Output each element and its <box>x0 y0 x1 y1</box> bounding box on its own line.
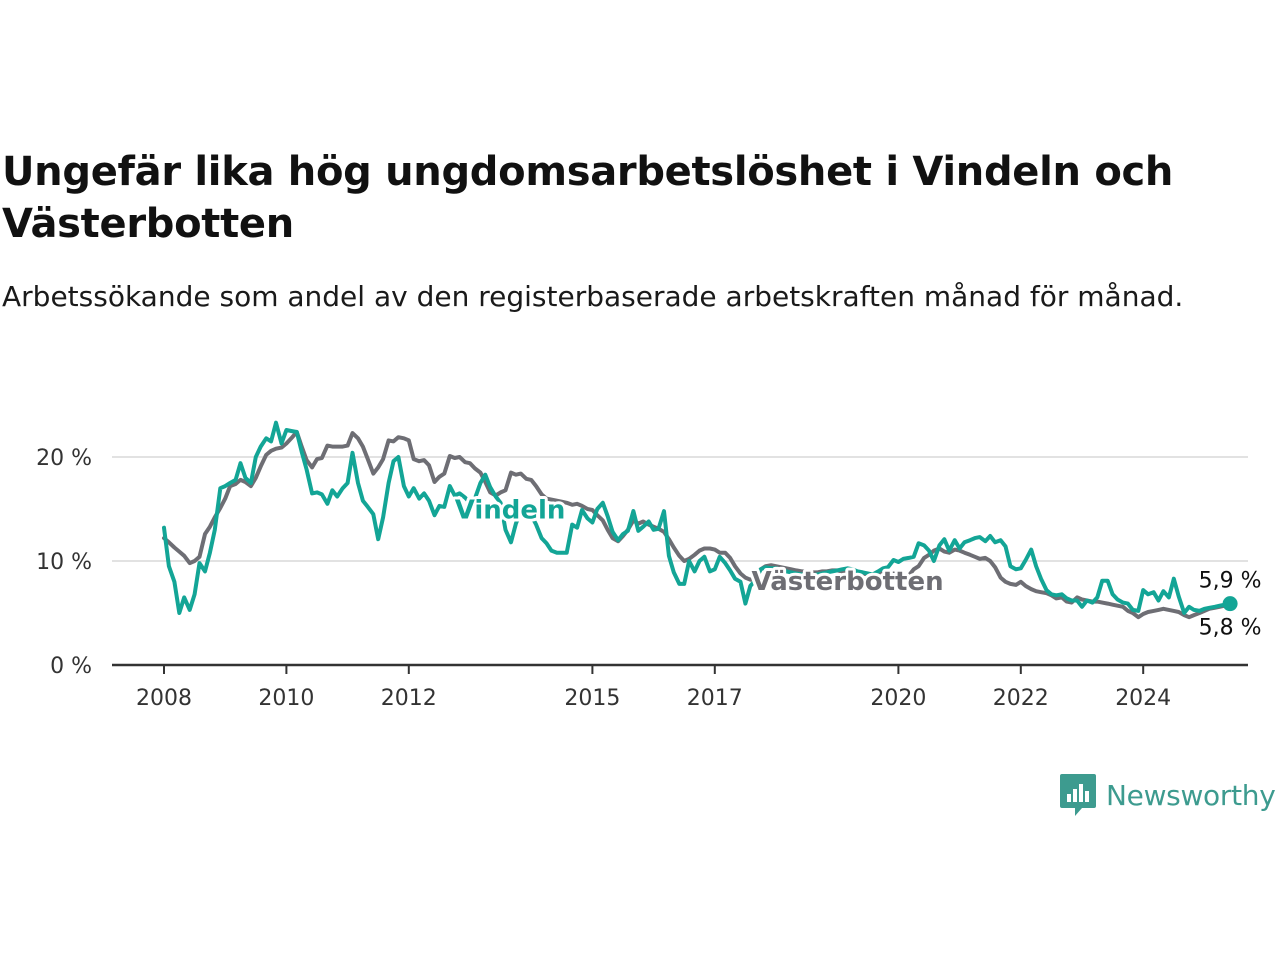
y-tick-label: 0 % <box>50 654 92 679</box>
series-label-vindeln: Vindeln <box>455 495 566 525</box>
grid-lines <box>112 456 1248 562</box>
x-tick-label: 2024 <box>1115 686 1171 711</box>
x-tick-label: 2010 <box>258 686 314 711</box>
y-tick-label: 20 % <box>36 446 92 471</box>
x-tick-label: 2012 <box>381 686 437 711</box>
newsworthy-logo: Newsworthy <box>1058 772 1276 818</box>
chart-title: Ungefär lika hög ungdomsarbetslöshet i V… <box>2 149 1174 247</box>
series-label-vasterbotten: Västerbotten <box>752 567 944 597</box>
y-tick-label: 10 % <box>36 550 92 575</box>
vindeln-end-marker <box>1222 596 1238 612</box>
newsworthy-logo-icon <box>1060 774 1096 816</box>
series-line-vasterbotten <box>162 430 1233 620</box>
series-lines <box>162 420 1238 620</box>
x-tick-label: 2015 <box>564 686 620 711</box>
x-tick-label: 2022 <box>993 686 1049 711</box>
x-tick-label: 2008 <box>136 686 192 711</box>
end-label-vindeln: 5,9 % <box>1199 569 1262 594</box>
series-labels: Vindeln Västerbotten 5,9 % 5,8 % <box>452 492 1264 643</box>
x-tick-label: 2020 <box>870 686 926 711</box>
axes: 0 % 10 % 20 % 2008 2010 2012 2015 2017 2020 2022 2… <box>36 446 1248 711</box>
brand-name: Newsworthy <box>1106 778 1276 812</box>
series-line-vindeln <box>162 420 1233 615</box>
end-label-vasterbotten: 5,8 % <box>1199 616 1262 641</box>
x-tick-label: 2017 <box>687 686 743 711</box>
line-chart: Vindeln Västerbotten 5,9 % 5,8 % 0 % 10 % 20 … <box>36 420 1264 711</box>
chart-subtitle: Arbetssökande som andel av den registerb… <box>2 280 1184 313</box>
